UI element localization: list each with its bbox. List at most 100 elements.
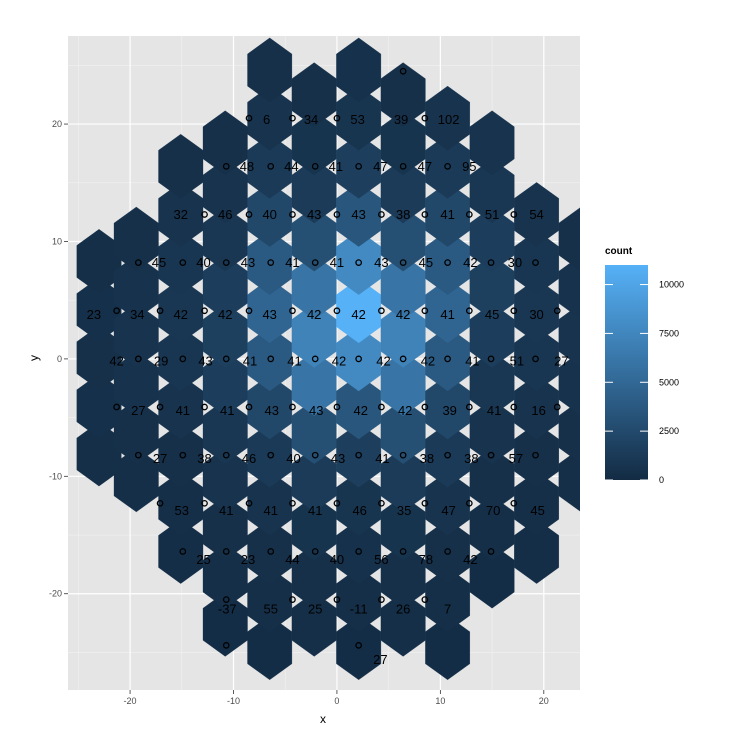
- x-tick-label: 20: [539, 696, 549, 706]
- hex-label: 43: [351, 207, 365, 222]
- hex-label: 46: [218, 207, 232, 222]
- hex-label: 27: [153, 451, 167, 466]
- hex-label: 40: [262, 207, 276, 222]
- hex-label: 42: [376, 354, 390, 369]
- hex-label: 51: [510, 354, 524, 369]
- y-axis-title: y: [27, 355, 41, 361]
- hex-label: 39: [394, 112, 408, 127]
- y-tick-label: -20: [49, 589, 62, 599]
- legend: count 025005000750010000: [605, 246, 684, 485]
- hex-label: 78: [419, 552, 433, 567]
- hex-label: 41: [219, 503, 233, 518]
- hex-label: 41: [243, 354, 257, 369]
- hex-label: 57: [509, 451, 523, 466]
- hex-label: 41: [487, 403, 501, 418]
- hex-label: 40: [286, 451, 300, 466]
- hex-label: 45: [152, 255, 166, 270]
- hex-label: 43: [241, 255, 255, 270]
- hex-label: 44: [284, 159, 298, 174]
- hex-label: 42: [218, 307, 232, 322]
- hex-label: 53: [175, 503, 189, 518]
- y-tick-label: 10: [52, 236, 62, 246]
- hex-label: 42: [332, 354, 346, 369]
- hex-label: 38: [464, 451, 478, 466]
- hex-label: 41: [308, 503, 322, 518]
- hex-label: 41: [285, 255, 299, 270]
- x-tick-label: 10: [435, 696, 445, 706]
- hex-label: 27: [131, 403, 145, 418]
- hex-label: 47: [441, 503, 455, 518]
- hex-label: 41: [176, 403, 190, 418]
- hex-label: 25: [308, 601, 322, 616]
- hex-label: 43: [198, 354, 212, 369]
- hex-label: 42: [174, 307, 188, 322]
- hex-label: 70: [486, 503, 500, 518]
- legend-tick-label: 5000: [659, 377, 679, 387]
- hex-label: 6: [263, 112, 270, 127]
- hex-label: 51: [485, 207, 499, 222]
- hex-label: 43: [307, 207, 321, 222]
- hex-label: 34: [304, 112, 318, 127]
- hex-label: 56: [374, 552, 388, 567]
- hex-label: 41: [375, 451, 389, 466]
- hex-label: 23: [241, 552, 255, 567]
- hex-label: 47: [373, 159, 387, 174]
- hex-label: 43: [265, 403, 279, 418]
- hex-label: 41: [263, 503, 277, 518]
- legend-tick-label: 7500: [659, 328, 679, 338]
- hex-label: 54: [529, 207, 543, 222]
- hex-label: 55: [263, 601, 277, 616]
- hex-label: 42: [109, 354, 123, 369]
- hex-label: 41: [329, 159, 343, 174]
- y-tick-label: -10: [49, 471, 62, 481]
- hex-label: -37: [218, 601, 237, 616]
- x-tick-label: -20: [124, 696, 137, 706]
- hex-label: 23: [87, 307, 101, 322]
- hex-label: 29: [154, 354, 168, 369]
- hex-label: 53: [350, 112, 364, 127]
- hex-label: 25: [196, 552, 210, 567]
- legend-tick-label: 2500: [659, 426, 679, 436]
- hex-label: 102: [438, 112, 460, 127]
- hex-label: 34: [130, 307, 144, 322]
- hex-label: 42: [398, 403, 412, 418]
- hex-label: 41: [330, 255, 344, 270]
- hex-label: 42: [421, 354, 435, 369]
- hex-label: 41: [440, 207, 454, 222]
- hex-label: 42: [351, 307, 365, 322]
- hex-label: 41: [287, 354, 301, 369]
- hex-label: 46: [242, 451, 256, 466]
- hex-label: 44: [285, 552, 299, 567]
- hex-label: 7: [444, 601, 451, 616]
- hex-label: 42: [463, 255, 477, 270]
- x-tick-label: -10: [227, 696, 240, 706]
- hex-label: 45: [530, 503, 544, 518]
- hex-label: 42: [463, 552, 477, 567]
- hex-label: 38: [197, 451, 211, 466]
- x-axis-ticks: -20 -10 0 10 20: [124, 690, 549, 706]
- y-axis-ticks: -20-1001020: [49, 119, 68, 599]
- hex-label: 45: [485, 307, 499, 322]
- x-tick-label: 0: [334, 696, 339, 706]
- hex-label: 42: [353, 403, 367, 418]
- hex-label: 39: [442, 403, 456, 418]
- legend-tick-label: 10000: [659, 280, 684, 290]
- hex-label: 38: [396, 207, 410, 222]
- hex-label: 42: [396, 307, 410, 322]
- hex-label: 41: [220, 403, 234, 418]
- hex-label: 95: [462, 159, 476, 174]
- hex-label: 43: [309, 403, 323, 418]
- hex-label: 42: [307, 307, 321, 322]
- hex-label: 47: [418, 159, 432, 174]
- hex-label: 38: [420, 451, 434, 466]
- hex-label: 26: [396, 601, 410, 616]
- hex-label: -11: [350, 601, 368, 616]
- hex-label: 27: [373, 652, 387, 667]
- hex-label: 30: [529, 307, 543, 322]
- hex-label: 40: [330, 552, 344, 567]
- hex-label: 35: [397, 503, 411, 518]
- x-axis-title: x: [320, 712, 326, 726]
- hex-label: 41: [440, 307, 454, 322]
- hex-label: 30: [508, 255, 522, 270]
